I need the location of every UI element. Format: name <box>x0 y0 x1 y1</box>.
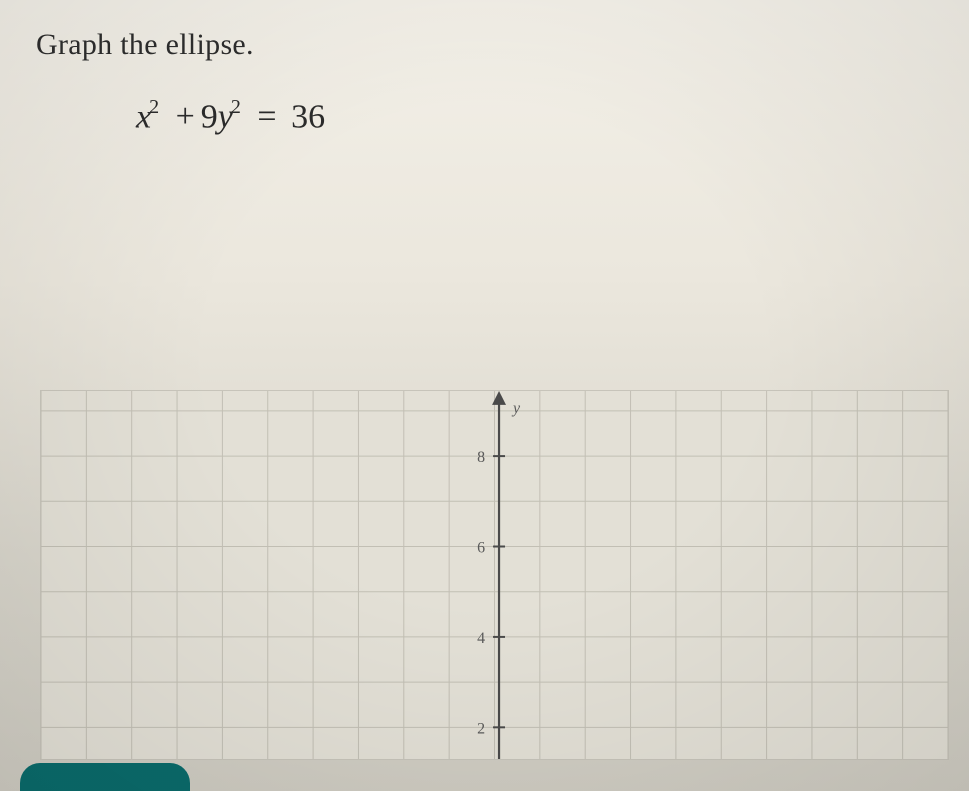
eq-plus: + <box>176 98 195 135</box>
worksheet-page: Graph the ellipse. x2 +9y2 = 36 y 2 4 6 8 <box>0 0 969 791</box>
svg-text:y: y <box>511 400 521 417</box>
svg-text:4: 4 <box>477 630 485 647</box>
eq-equals: = <box>257 98 276 135</box>
svg-text:6: 6 <box>477 539 485 556</box>
eq-coef2: 9 <box>201 98 218 135</box>
svg-text:8: 8 <box>477 449 485 466</box>
svg-text:2: 2 <box>477 720 485 737</box>
eq-term1-exp: 2 <box>149 96 159 118</box>
grid-svg[interactable]: y 2 4 6 8 <box>41 391 948 759</box>
coordinate-grid[interactable]: y 2 4 6 8 <box>40 390 949 760</box>
question-prompt: Graph the ellipse. <box>36 28 933 62</box>
equation: x2 +9y2 = 36 <box>136 98 933 136</box>
bottom-button[interactable] <box>20 763 190 791</box>
eq-term2-exp: 2 <box>231 96 241 118</box>
eq-rhs: 36 <box>291 98 325 135</box>
